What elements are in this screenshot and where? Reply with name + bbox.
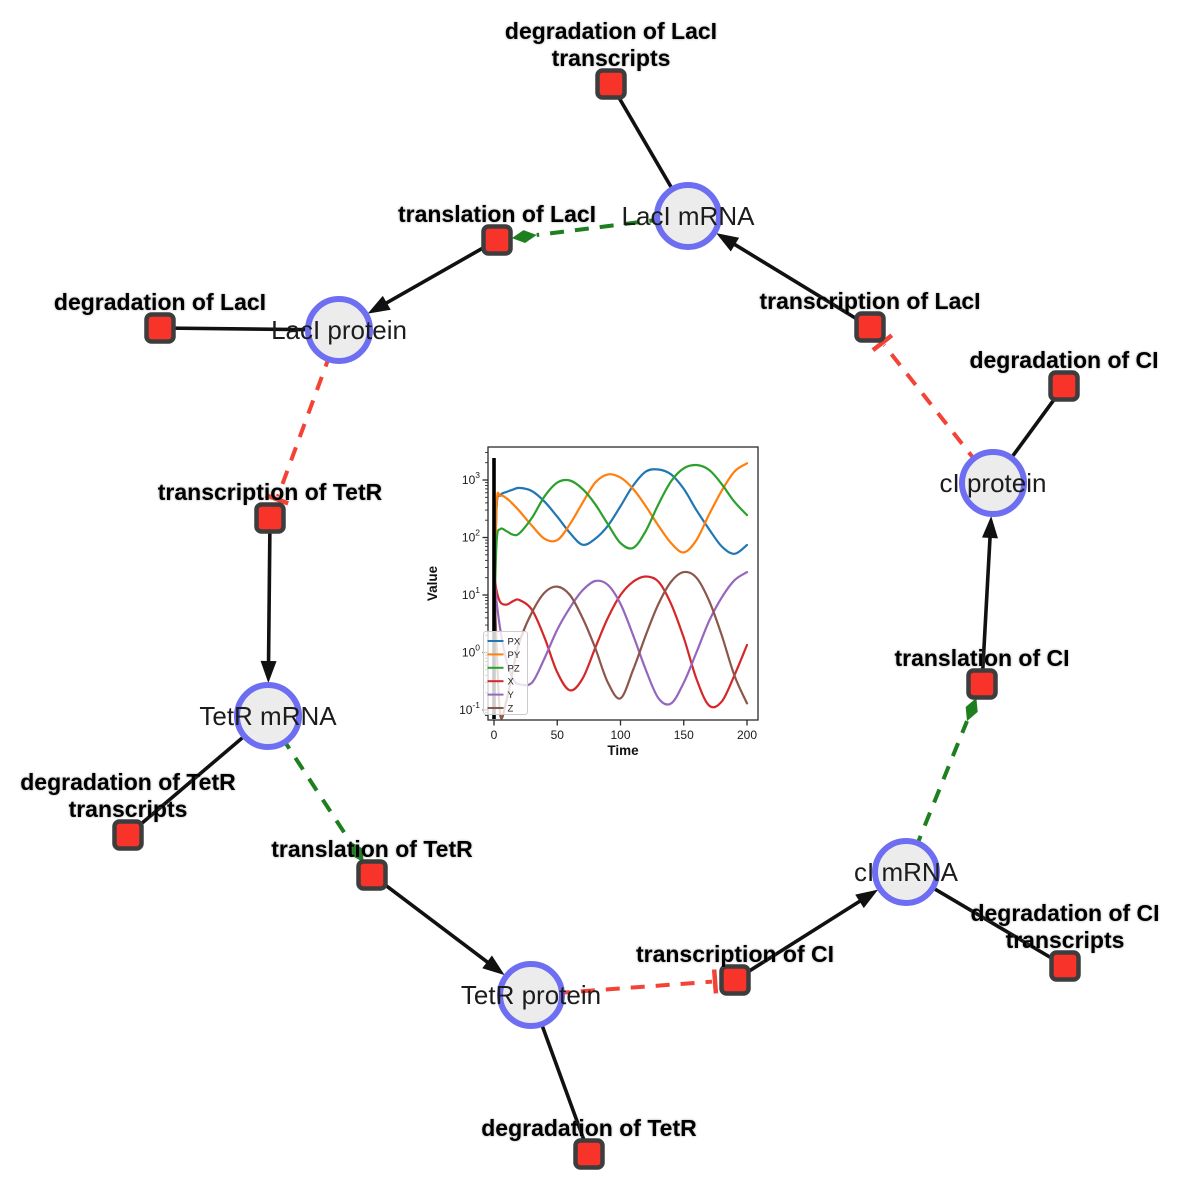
reaction-node-deg-tetr[interactable] [573, 1138, 605, 1170]
edge-transl-tetr-tetr-protein [370, 873, 505, 976]
species-label-laci-protein: LacI protein [271, 315, 407, 345]
y-tick-label: 100 [462, 643, 480, 660]
legend-label-px: PX [508, 637, 521, 648]
species-node-laci-mrna[interactable] [654, 182, 722, 250]
legend-label-py: PY [508, 650, 521, 661]
reaction-node-deg-laci-tx[interactable] [595, 68, 627, 100]
y-tick-label: 10-1 [459, 700, 480, 717]
modifier-diamond-icon [511, 230, 537, 244]
reaction-node-transc-tetr[interactable] [254, 502, 286, 534]
arrowhead-icon [982, 515, 998, 539]
y-tick-label: 103 [462, 470, 480, 487]
inhibition-tbar-icon [871, 333, 894, 352]
modifier-diamond-icon [965, 697, 978, 722]
x-axis-title: Time [607, 743, 639, 758]
series-x [492, 571, 749, 709]
modifier-diamond-icon [350, 841, 364, 863]
legend-label-y: Y [508, 690, 515, 701]
x-tick-label: 50 [551, 728, 565, 742]
reaction-node-deg-tetr-tx[interactable] [112, 819, 144, 851]
reaction-label-deg-laci: degradation of LacI [54, 289, 266, 315]
reaction-label-transc-laci: transcription of LacI [759, 288, 980, 314]
arrowhead-icon [260, 660, 277, 684]
reaction-label-deg-ci-tx-line2: transcripts [1006, 927, 1125, 953]
reaction-label-deg-tetr-tx-line2: transcripts [69, 796, 188, 822]
legend-label-pz: PZ [508, 663, 520, 674]
reaction-node-transc-laci[interactable] [854, 311, 886, 343]
reaction-label-transl-tetr: translation of TetR [271, 836, 473, 862]
reaction-label-deg-tetr: degradation of TetR [481, 1115, 697, 1141]
series-y [492, 571, 749, 706]
species-label-tetr-mrna: TetR mRNA [199, 701, 337, 731]
edge-tetr-mrna-transl-tetr [266, 714, 364, 863]
reaction-label-transc-tetr: transcription of TetR [158, 479, 383, 505]
x-tick-label: 150 [674, 728, 694, 742]
edge-transc-laci-laci-mrna [716, 233, 871, 329]
x-tick-label: 0 [491, 728, 498, 742]
y-tick-label: 102 [462, 528, 480, 545]
reaction-label-deg-laci-tx-line1: degradation of LacI [505, 18, 717, 44]
reaction-node-transl-ci[interactable] [966, 668, 998, 700]
reaction-label-transl-laci: translation of LacI [398, 201, 596, 227]
reaction-label-deg-ci-tx-line1: degradation of CI [970, 900, 1159, 926]
edge-transl-laci-laci-protein [367, 238, 498, 314]
species-node-ci-protein[interactable] [959, 449, 1027, 517]
inhibition-tbar-icon [264, 492, 289, 506]
label-layer: LacI mRNA LacI protein TetR mRNA TetR prote… [20, 18, 1159, 1141]
x-tick-label: 200 [737, 728, 757, 742]
reaction-label-transc-ci: transcription of CI [636, 941, 834, 967]
arrowhead-icon [716, 233, 740, 252]
species-node-tetr-protein[interactable] [497, 961, 565, 1029]
edge-transl-ci-ci-protein [980, 515, 998, 685]
inhibition-tbar-icon [711, 969, 719, 994]
series-px [492, 468, 749, 637]
species-node-ci-mrna[interactable] [872, 838, 940, 906]
reaction-label-deg-ci: degradation of CI [969, 347, 1158, 373]
species-label-ci-mrna: cI mRNA [854, 857, 959, 887]
species-node-tetr-mrna[interactable] [234, 682, 302, 750]
arrowhead-icon [855, 889, 879, 909]
edge-transc-tetr-tetr-mrna [260, 517, 277, 684]
arrowhead-icon [367, 295, 391, 314]
edge-transc-ci-ci-mrna [734, 889, 879, 982]
reaction-node-deg-ci-tx[interactable] [1049, 950, 1081, 982]
legend-label-z: Z [508, 704, 514, 715]
arrowhead-icon [482, 955, 505, 976]
species-node-laci-protein[interactable] [305, 296, 373, 364]
reaction-label-transl-ci: translation of CI [894, 645, 1069, 671]
series-py [492, 462, 749, 637]
species-label-tetr-protein: TetR protein [461, 980, 601, 1010]
plot-legend: PX PY PZ XYZ [483, 631, 528, 715]
reaction-node-transl-laci[interactable] [481, 224, 513, 256]
y-tick-label: 101 [462, 585, 480, 602]
plot-curves [492, 462, 749, 720]
node-layer [112, 68, 1081, 1170]
x-tick-label: 100 [610, 728, 630, 742]
legend-label-x: X [508, 677, 515, 688]
reaction-node-deg-ci[interactable] [1048, 370, 1080, 402]
species-label-ci-protein: cI protein [940, 468, 1047, 498]
reaction-node-transl-tetr[interactable] [356, 859, 388, 891]
reaction-node-transc-ci[interactable] [719, 964, 751, 996]
y-axis-title: Value [425, 565, 440, 601]
reaction-label-deg-tetr-tx-line1: degradation of TetR [20, 769, 236, 795]
reaction-node-deg-laci[interactable] [144, 312, 176, 344]
species-label-laci-mrna: LacI mRNA [622, 201, 756, 231]
series-pz [492, 463, 749, 637]
plot-axes-box [487, 446, 759, 721]
reaction-label-deg-laci-tx-line2: transcripts [552, 45, 671, 71]
